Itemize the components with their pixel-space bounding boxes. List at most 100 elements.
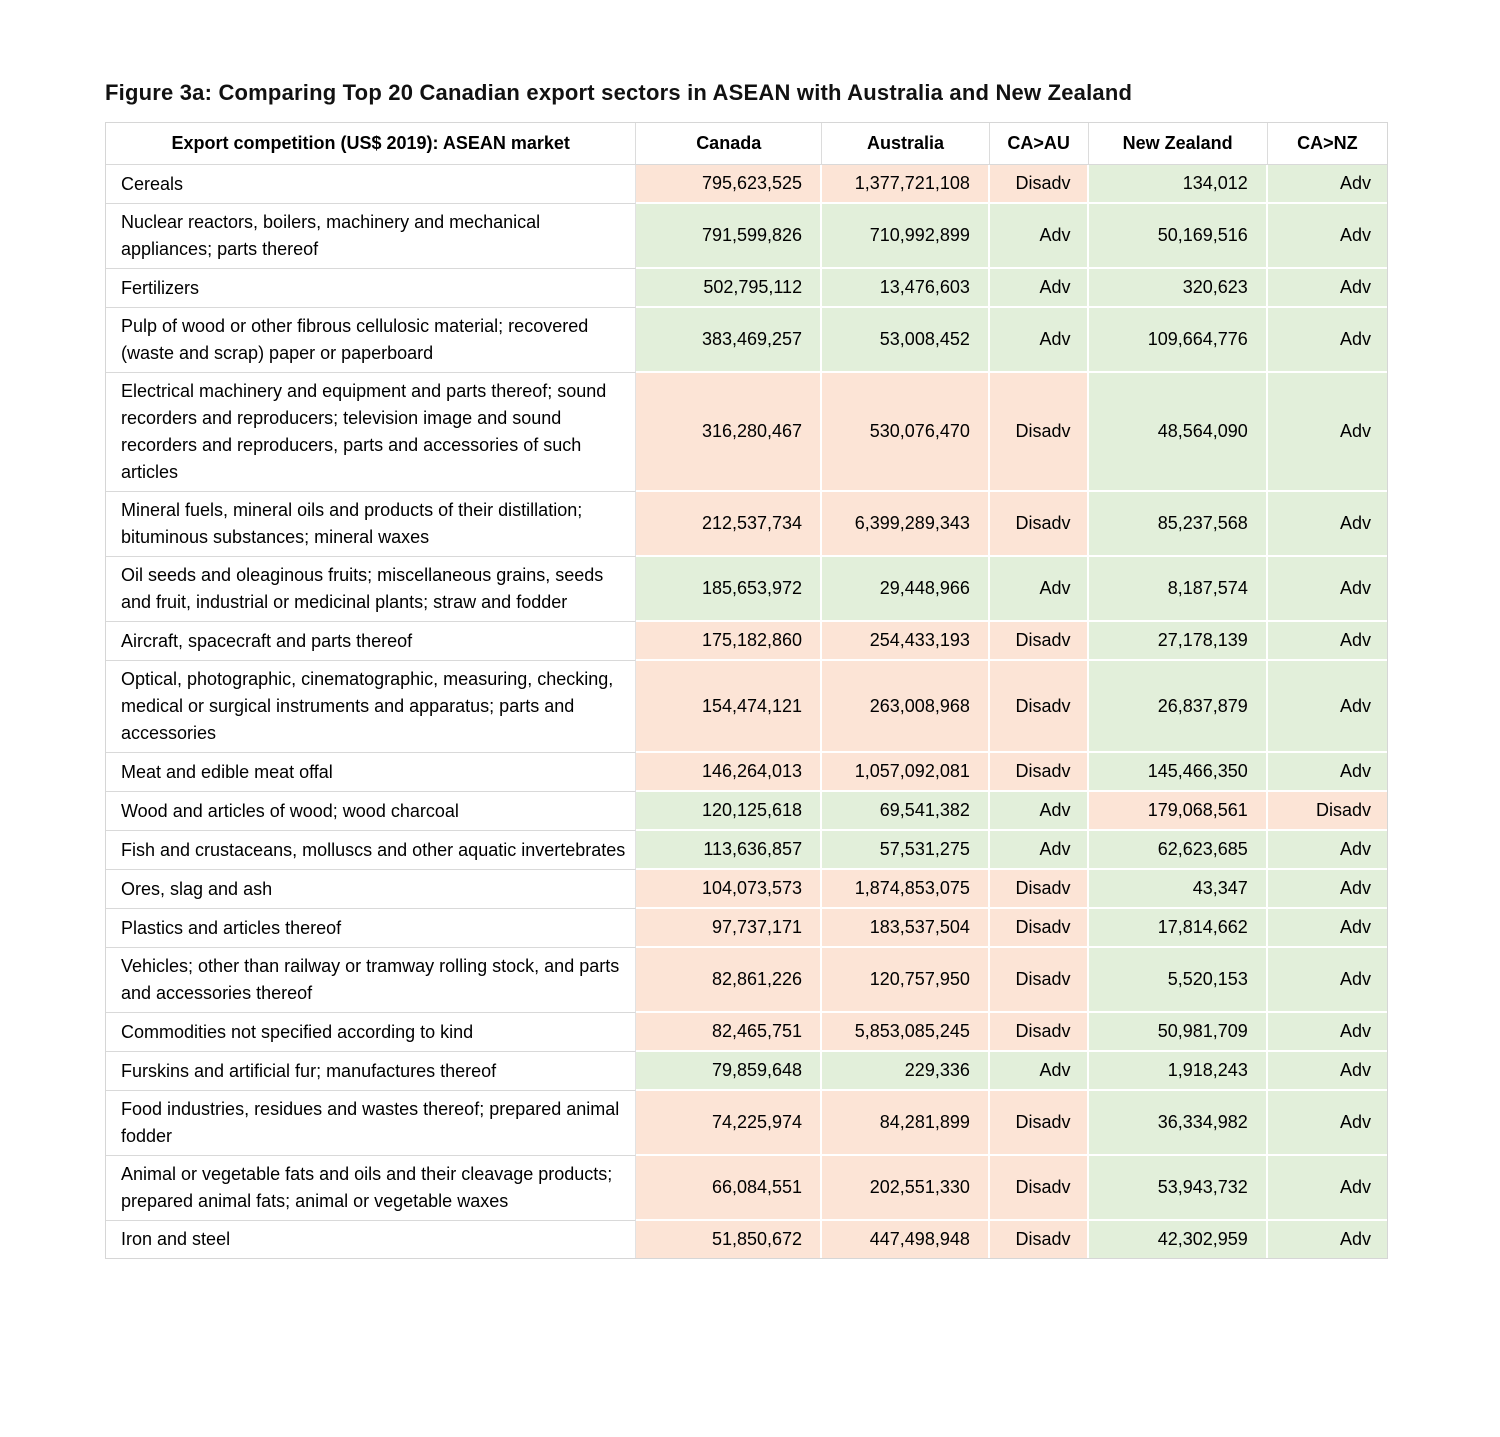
table-row: Oil seeds and oleaginous fruits; miscell…	[106, 557, 1387, 622]
australia-value-cell: 1,377,721,108	[822, 165, 990, 204]
sector-cell: Animal or vegetable fats and oils and th…	[106, 1156, 637, 1221]
australia-value-cell: 120,757,950	[822, 948, 990, 1013]
table-row: Electrical machinery and equipment and p…	[106, 373, 1387, 492]
ca-au-flag-cell: Disadv	[989, 870, 1089, 909]
header-ca-gt-au: CA>AU	[989, 123, 1089, 165]
australia-value-cell: 254,433,193	[822, 622, 990, 661]
new-zealand-value-cell: 42,302,959	[1088, 1221, 1268, 1258]
australia-value-cell: 57,531,275	[822, 831, 990, 870]
new-zealand-value-cell: 1,918,243	[1088, 1052, 1268, 1091]
ca-au-flag-cell: Disadv	[989, 909, 1089, 948]
sector-cell: Oil seeds and oleaginous fruits; miscell…	[106, 557, 637, 622]
ca-nz-flag-cell: Adv	[1267, 622, 1387, 661]
ca-nz-flag-cell: Adv	[1267, 373, 1387, 492]
australia-value-cell: 1,057,092,081	[822, 753, 990, 792]
table-row: Meat and edible meat offal 146,264,013 1…	[106, 753, 1387, 792]
table-row: Furskins and artificial fur; manufacture…	[106, 1052, 1387, 1091]
australia-value-cell: 183,537,504	[822, 909, 990, 948]
new-zealand-value-cell: 26,837,879	[1088, 661, 1268, 753]
ca-nz-flag-cell: Adv	[1267, 1156, 1387, 1221]
ca-nz-flag-cell: Adv	[1267, 870, 1387, 909]
ca-au-flag-cell: Disadv	[989, 1013, 1089, 1052]
ca-nz-flag-cell: Adv	[1267, 269, 1387, 308]
canada-value-cell: 185,653,972	[636, 557, 823, 622]
ca-au-flag-cell: Disadv	[989, 492, 1089, 557]
sector-cell: Meat and edible meat offal	[106, 753, 637, 792]
header-new-zealand: New Zealand	[1088, 123, 1268, 165]
ca-au-flag-cell: Disadv	[989, 753, 1089, 792]
new-zealand-value-cell: 109,664,776	[1088, 308, 1268, 373]
table-row: Animal or vegetable fats and oils and th…	[106, 1156, 1387, 1221]
australia-value-cell: 710,992,899	[822, 204, 990, 269]
australia-value-cell: 202,551,330	[822, 1156, 990, 1221]
ca-au-flag-cell: Disadv	[989, 165, 1089, 204]
canada-value-cell: 97,737,171	[636, 909, 823, 948]
new-zealand-value-cell: 27,178,139	[1088, 622, 1268, 661]
table-row: Pulp of wood or other fibrous cellulosic…	[106, 308, 1387, 373]
ca-nz-flag-cell: Adv	[1267, 204, 1387, 269]
export-competition-table: Export competition (US$ 2019): ASEAN mar…	[105, 122, 1388, 1259]
new-zealand-value-cell: 53,943,732	[1088, 1156, 1268, 1221]
australia-value-cell: 229,336	[822, 1052, 990, 1091]
new-zealand-value-cell: 5,520,153	[1088, 948, 1268, 1013]
canada-value-cell: 51,850,672	[636, 1221, 823, 1258]
table-row: Plastics and articles thereof 97,737,171…	[106, 909, 1387, 948]
sector-cell: Pulp of wood or other fibrous cellulosic…	[106, 308, 637, 373]
new-zealand-value-cell: 43,347	[1088, 870, 1268, 909]
ca-nz-flag-cell: Disadv	[1267, 792, 1387, 831]
new-zealand-value-cell: 36,334,982	[1088, 1091, 1268, 1156]
canada-value-cell: 146,264,013	[636, 753, 823, 792]
sector-cell: Wood and articles of wood; wood charcoal	[106, 792, 637, 831]
ca-au-flag-cell: Disadv	[989, 1221, 1089, 1258]
new-zealand-value-cell: 50,169,516	[1088, 204, 1268, 269]
ca-nz-flag-cell: Adv	[1267, 1013, 1387, 1052]
canada-value-cell: 791,599,826	[636, 204, 823, 269]
table-row: Vehicles; other than railway or tramway …	[106, 948, 1387, 1013]
australia-value-cell: 84,281,899	[822, 1091, 990, 1156]
ca-nz-flag-cell: Adv	[1267, 308, 1387, 373]
ca-nz-flag-cell: Adv	[1267, 165, 1387, 204]
table-body: Cereals 795,623,525 1,377,721,108 Disadv…	[106, 165, 1387, 1258]
ca-au-flag-cell: Adv	[989, 1052, 1089, 1091]
ca-nz-flag-cell: Adv	[1267, 753, 1387, 792]
figure-title: Figure 3a: Comparing Top 20 Canadian exp…	[105, 80, 1133, 105]
new-zealand-value-cell: 8,187,574	[1088, 557, 1268, 622]
canada-value-cell: 82,465,751	[636, 1013, 823, 1052]
canada-value-cell: 316,280,467	[636, 373, 823, 492]
ca-nz-flag-cell: Adv	[1267, 492, 1387, 557]
canada-value-cell: 212,537,734	[636, 492, 823, 557]
ca-nz-flag-cell: Adv	[1267, 948, 1387, 1013]
canada-value-cell: 104,073,573	[636, 870, 823, 909]
canada-value-cell: 175,182,860	[636, 622, 823, 661]
ca-au-flag-cell: Adv	[989, 308, 1089, 373]
ca-nz-flag-cell: Adv	[1267, 909, 1387, 948]
australia-value-cell: 530,076,470	[822, 373, 990, 492]
ca-nz-flag-cell: Adv	[1267, 1091, 1387, 1156]
ca-au-flag-cell: Disadv	[989, 1156, 1089, 1221]
table-row: Mineral fuels, mineral oils and products…	[106, 492, 1387, 557]
ca-au-flag-cell: Adv	[989, 269, 1089, 308]
new-zealand-value-cell: 134,012	[1088, 165, 1268, 204]
australia-value-cell: 13,476,603	[822, 269, 990, 308]
sector-cell: Mineral fuels, mineral oils and products…	[106, 492, 637, 557]
ca-nz-flag-cell: Adv	[1267, 1052, 1387, 1091]
table-header: Export competition (US$ 2019): ASEAN mar…	[106, 123, 1387, 165]
canada-value-cell: 383,469,257	[636, 308, 823, 373]
canada-value-cell: 66,084,551	[636, 1156, 823, 1221]
ca-au-flag-cell: Disadv	[989, 373, 1089, 492]
sector-cell: Iron and steel	[106, 1221, 637, 1258]
australia-value-cell: 69,541,382	[822, 792, 990, 831]
sector-cell: Optical, photographic, cinematographic, …	[106, 661, 637, 753]
ca-au-flag-cell: Adv	[989, 831, 1089, 870]
header-australia: Australia	[822, 123, 990, 165]
ca-au-flag-cell: Disadv	[989, 948, 1089, 1013]
sector-cell: Plastics and articles thereof	[106, 909, 637, 948]
header-ca-gt-nz: CA>NZ	[1267, 123, 1387, 165]
table-row: Cereals 795,623,525 1,377,721,108 Disadv…	[106, 165, 1387, 204]
canada-value-cell: 120,125,618	[636, 792, 823, 831]
header-row: Export competition (US$ 2019): ASEAN mar…	[106, 123, 1387, 165]
new-zealand-value-cell: 62,623,685	[1088, 831, 1268, 870]
sector-cell: Electrical machinery and equipment and p…	[106, 373, 637, 492]
table-row: Fertilizers 502,795,112 13,476,603 Adv 3…	[106, 269, 1387, 308]
